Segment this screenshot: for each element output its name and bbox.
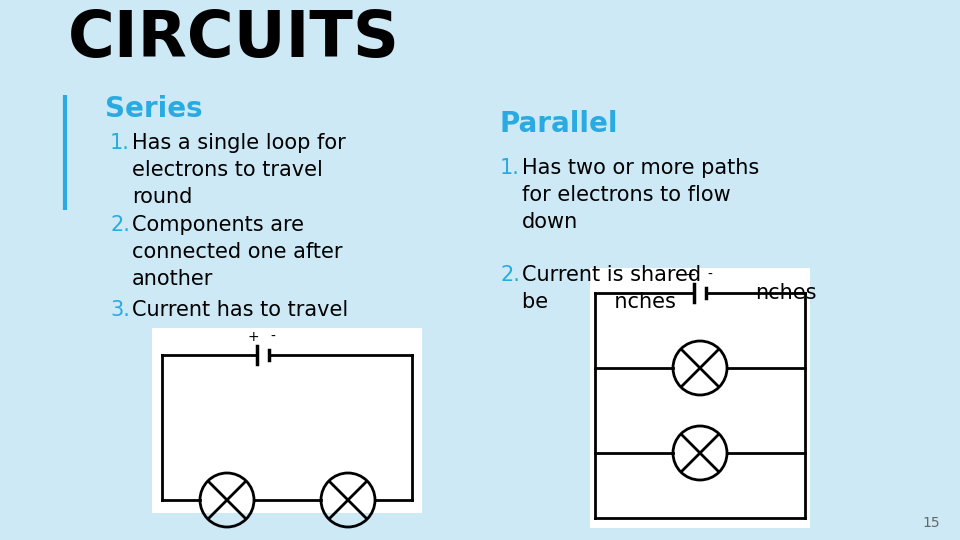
Text: Series: Series (105, 95, 203, 123)
Text: Has a single loop for
electrons to travel
round: Has a single loop for electrons to trave… (132, 133, 346, 207)
Text: 2.: 2. (110, 215, 130, 235)
Text: -: - (271, 330, 276, 344)
Text: 1.: 1. (500, 158, 520, 178)
Text: +: + (684, 268, 696, 282)
Text: nches: nches (755, 283, 817, 303)
Text: 2.: 2. (500, 265, 520, 285)
Text: +: + (247, 330, 259, 344)
Text: -: - (708, 268, 712, 282)
FancyBboxPatch shape (152, 328, 422, 513)
Text: 3.: 3. (110, 300, 130, 320)
Text: Current has to travel: Current has to travel (132, 300, 348, 320)
Text: Has two or more paths
for electrons to flow
down: Has two or more paths for electrons to f… (522, 158, 759, 232)
Text: Current is shared
be          nches: Current is shared be nches (522, 265, 701, 312)
Text: Components are
connected one after
another: Components are connected one after anoth… (132, 215, 343, 289)
Text: 1.: 1. (110, 133, 130, 153)
Text: Parallel: Parallel (500, 110, 618, 138)
FancyBboxPatch shape (590, 268, 810, 528)
Text: 15: 15 (923, 516, 940, 530)
Text: CIRCUITS: CIRCUITS (68, 8, 400, 70)
